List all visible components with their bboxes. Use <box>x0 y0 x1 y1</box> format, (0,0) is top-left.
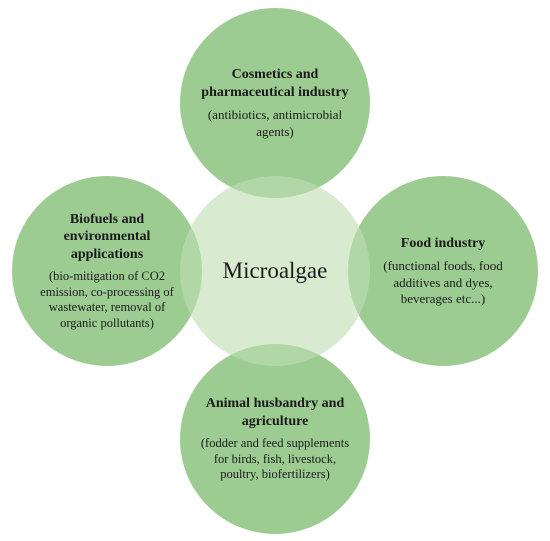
bottom-desc: (fodder and feed supplements for birds, … <box>198 436 352 483</box>
top-circle: Cosmetics and pharmaceutical industry (a… <box>180 8 370 198</box>
left-circle: Biofuels and environmental applications … <box>12 176 202 366</box>
center-label: Microalgae <box>223 258 328 284</box>
right-desc: (functional foods, food additives and dy… <box>366 258 520 307</box>
top-desc: (antibiotics, antimicrobial agents) <box>198 107 352 140</box>
bottom-circle: Animal husbandry and agriculture (fodder… <box>180 344 370 534</box>
right-circle: Food industry (functional foods, food ad… <box>348 176 538 366</box>
right-title: Food industry <box>401 235 485 253</box>
top-title: Cosmetics and pharmaceutical industry <box>198 66 352 101</box>
left-title: Biofuels and environmental applications <box>30 211 184 264</box>
bottom-title: Animal husbandry and agriculture <box>198 395 352 430</box>
center-circle: Microalgae <box>180 176 370 366</box>
left-desc: (bio-mitigation of CO2 emission, co-proc… <box>30 269 184 332</box>
